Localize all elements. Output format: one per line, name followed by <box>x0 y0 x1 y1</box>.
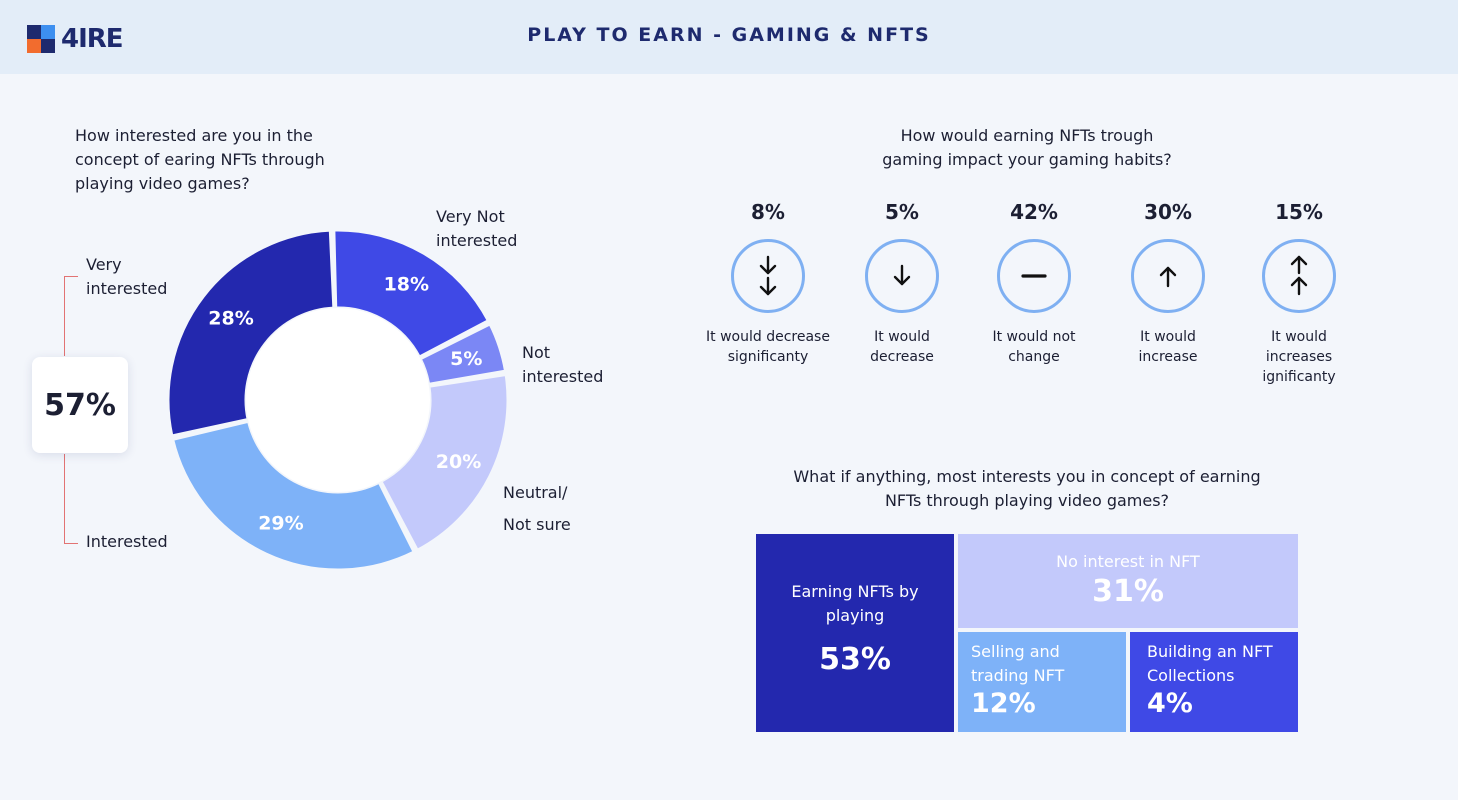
label-neutral-not-sure: Neutral/ Not sure <box>503 483 571 534</box>
group-bracket-bottom <box>64 454 65 543</box>
donut-hole <box>246 308 430 492</box>
label-interested: Interested <box>86 532 168 551</box>
impact-label: It would not change <box>992 329 1076 365</box>
treemap-cell-value: 53% <box>819 642 891 677</box>
bracket-tick-bottom <box>64 543 78 544</box>
impact-percent: 30% <box>1144 200 1192 224</box>
label-not-interested: Not interested <box>522 343 604 386</box>
impact-label: It would decrease significanty <box>706 329 830 365</box>
logo-square-blue <box>41 25 55 39</box>
impact-item: 30% It would increase <box>1098 198 1238 367</box>
double-arrow-down-icon <box>731 239 805 313</box>
page-title: PLAY TO EARN - GAMING & NFTS <box>527 24 931 46</box>
logo-text: 4IRE <box>61 24 124 54</box>
donut-slice-label: 28% <box>208 308 253 330</box>
bracket-tick-top <box>64 276 78 277</box>
impact-label: It would increases ignificanty <box>1262 329 1336 385</box>
donut-slice-label: 29% <box>258 512 303 534</box>
impact-question: How would earning NFTs trough gaming imp… <box>882 126 1172 169</box>
group-bracket-top <box>64 276 65 356</box>
treemap-cell-label: Building an NFT Collections <box>1147 642 1273 685</box>
donut-question: How interested are you in the concept of… <box>75 126 325 193</box>
impact-percent: 8% <box>751 200 785 224</box>
impact-percent: 5% <box>885 200 919 224</box>
label-very-not-interested: Very Not interested <box>436 207 518 250</box>
treemap-cell-no-interest: No interest in NFT 31% <box>958 534 1298 628</box>
logo-square-navy <box>27 25 41 39</box>
impact-item: 5% It would decrease <box>832 198 972 367</box>
impact-item: 15% It would increases ignificanty <box>1229 198 1369 387</box>
treemap-cell-earning-nfts: Earning NFTs by playing 53% <box>756 534 954 732</box>
treemap-cell-selling-trading: Selling and trading NFT 12% <box>958 632 1126 732</box>
logo-square-orange <box>27 39 41 53</box>
donut-slice-label: 18% <box>384 274 429 296</box>
impact-percent: 15% <box>1275 200 1323 224</box>
minus-icon <box>997 239 1071 313</box>
treemap-cell-value: 12% <box>971 688 1036 719</box>
label-very-interested: Very interested <box>86 255 168 298</box>
impact-item: 42% It would not change <box>964 198 1104 367</box>
treemap-cell-label: Selling and trading NFT <box>971 642 1065 685</box>
treemap-cell-value: 31% <box>1092 574 1164 609</box>
logo-square-navy-2 <box>41 39 55 53</box>
impact-label: It would increase <box>1138 329 1198 365</box>
impact-label: It would decrease <box>870 329 934 365</box>
impact-percent: 42% <box>1010 200 1058 224</box>
brand-logo[interactable]: 4IRE <box>27 22 137 56</box>
treemap-cell-building-collections: Building an NFT Collections 4% <box>1130 632 1298 732</box>
impact-item: 8% It would decrease significanty <box>698 198 838 367</box>
donut-chart: 18% 5% 20% 29% 28% <box>166 228 510 572</box>
arrow-down-icon <box>865 239 939 313</box>
double-arrow-up-icon <box>1262 239 1336 313</box>
header-bar: 4IRE PLAY TO EARN - GAMING & NFTS <box>0 0 1458 74</box>
group-total-card: 57% <box>32 357 128 453</box>
treemap-cell-label: No interest in NFT <box>1056 552 1200 571</box>
treemap-cell-value: 4% <box>1147 688 1193 719</box>
treemap-question: What if anything, most interests you in … <box>793 467 1261 510</box>
donut-slice-label: 20% <box>436 451 481 473</box>
arrow-up-icon <box>1131 239 1205 313</box>
donut-slice-label: 5% <box>450 348 482 370</box>
treemap-cell-label: Earning NFTs by playing <box>791 582 919 625</box>
